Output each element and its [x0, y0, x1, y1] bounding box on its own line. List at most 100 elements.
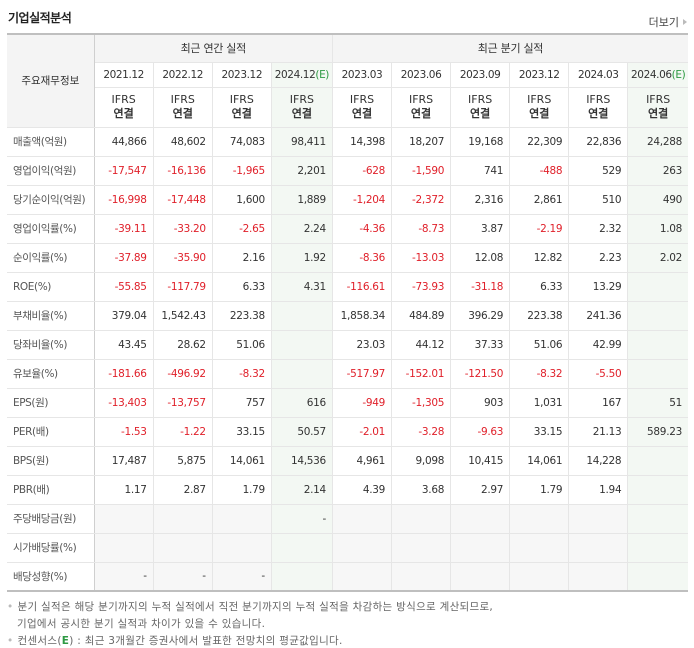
value-cell: 263: [627, 155, 688, 186]
value-cell: -13,757: [152, 387, 213, 418]
value-cell: 2.14: [270, 474, 333, 505]
value-cell: -2.19: [509, 213, 570, 244]
value-cell: 9,098: [391, 445, 452, 476]
value-cell: 43.45: [93, 329, 154, 360]
period-header: 2023.12: [211, 61, 272, 88]
standard-ifrs: IFRS: [349, 93, 375, 106]
value-cell: -31.18: [450, 271, 511, 302]
quarterly-group-header: 최근 분기 실적: [331, 33, 688, 63]
value-cell: -4.36: [331, 213, 393, 244]
standard-ifrs: IFRS: [170, 93, 195, 106]
accounting-standard: IFRS 연결: [450, 86, 511, 128]
value-cell: 33.15: [211, 416, 272, 447]
value-cell: 1,600: [211, 184, 272, 215]
value-cell: -: [93, 561, 154, 592]
value-cell: 24,288: [627, 126, 688, 157]
value-cell: 21.13: [568, 416, 629, 447]
value-cell: -9.63: [450, 416, 511, 447]
table-row: BPS(원) 17,487 5,875 14,061 14,536 4,961 9,098 1…: [7, 445, 688, 476]
table-row: 순이익률(%) -37.89 -35.90 2.16 1.92 -8.36 -13.03 12…: [7, 242, 688, 273]
value-cell: 1.08: [627, 213, 688, 244]
value-cell: 1,889: [270, 184, 333, 215]
standard-consolidated: 연결: [588, 107, 609, 120]
value-cell: -73.93: [391, 271, 452, 302]
value-cell: 1,031: [509, 387, 570, 418]
standard-consolidated: 연결: [291, 107, 313, 120]
value-cell: 10,415: [450, 445, 511, 476]
value-cell: -949: [331, 387, 393, 418]
more-label: 더보기: [648, 16, 679, 29]
value-cell: 484.89: [391, 300, 452, 331]
value-cell: 167: [568, 387, 629, 418]
value-cell: -17,448: [152, 184, 213, 215]
row-label: 당기순이익(억원): [7, 184, 95, 215]
value-cell: [211, 503, 272, 534]
row-label: 매출액(억원): [7, 126, 95, 157]
value-cell: 5,875: [152, 445, 213, 476]
value-cell: -517.97: [331, 358, 393, 389]
value-cell: -1.22: [152, 416, 213, 447]
value-cell: [568, 532, 629, 563]
value-cell: -488: [509, 155, 570, 186]
table-row: 시가배당률(%): [7, 532, 688, 563]
value-cell: -3.28: [391, 416, 452, 447]
value-cell: 2.24: [270, 213, 333, 244]
value-cell: -121.50: [450, 358, 511, 389]
value-cell: 223.38: [509, 300, 570, 331]
value-cell: -496.92: [152, 358, 213, 389]
accounting-standard: IFRS 연결: [94, 86, 154, 128]
value-cell: -16,136: [152, 155, 213, 186]
value-cell: 74,083: [211, 126, 272, 157]
value-cell: [627, 329, 688, 360]
value-cell: 1.17: [93, 474, 154, 505]
financial-table: 주요재무정보 최근 연간 실적 최근 분기 실적 2021.12 2022.12 2…: [7, 33, 688, 592]
table-row: 영업이익률(%) -39.11 -33.20 -2.65 2.24 -4.36 -8.73 3…: [7, 213, 688, 244]
value-cell: 28.62: [152, 329, 213, 360]
value-cell: 14,061: [509, 445, 570, 476]
value-cell: 14,228: [568, 445, 629, 476]
period-label: 2023.03: [341, 68, 383, 81]
period-header: 2023.12: [509, 61, 570, 88]
standard-ifrs: IFRS: [408, 93, 434, 106]
value-cell: 12.82: [509, 242, 570, 273]
standard-consolidated: 연결: [648, 107, 669, 120]
value-cell: -13,403: [93, 387, 154, 418]
value-cell: [391, 561, 452, 592]
value-cell: 1,542.43: [152, 300, 213, 331]
value-cell: [152, 503, 213, 534]
standard-ifrs: IFRS: [289, 93, 314, 106]
accounting-standard: IFRS 연결: [509, 86, 570, 128]
value-cell: 6.33: [509, 271, 570, 302]
table-row: 당기순이익(억원) -16,998 -17,448 1,600 1,889 -1,204-…: [7, 184, 688, 215]
value-cell: [627, 271, 688, 302]
period-label: 2024.12: [274, 68, 316, 81]
value-cell: [270, 358, 333, 389]
value-cell: [627, 532, 688, 563]
period-header: 2024.03: [568, 61, 629, 88]
value-cell: 51: [627, 387, 688, 418]
period-label: 2024.03: [577, 68, 619, 81]
period-header: 2021.12: [94, 61, 154, 88]
value-cell: 2,316: [450, 184, 511, 215]
value-cell: 18,207: [391, 126, 452, 157]
value-cell: 903: [450, 387, 511, 418]
value-cell: [627, 474, 688, 505]
value-cell: 2.16: [211, 242, 272, 273]
value-cell: -13.03: [391, 242, 452, 273]
value-cell: 589.23: [627, 416, 688, 447]
row-label: 당좌비율(%): [7, 329, 95, 360]
period-label: 2023.12: [221, 68, 263, 81]
accounting-standard: IFRS 연결: [270, 86, 333, 128]
value-cell: 3.87: [450, 213, 511, 244]
value-cell: [93, 532, 154, 563]
row-label: 순이익률(%): [7, 242, 95, 273]
standard-consolidated: 연결: [231, 107, 252, 120]
value-cell: 510: [568, 184, 629, 215]
table-row: EPS(원) -13,403 -13,757 757 616 -949 -1,305 903 1…: [7, 387, 688, 418]
value-cell: -116.61: [331, 271, 393, 302]
more-link[interactable]: 더보기: [649, 14, 687, 30]
table-row: 주당배당금(원) -: [7, 503, 688, 534]
value-cell: [627, 300, 688, 331]
period-header: 2023.06: [391, 61, 452, 88]
footnote-1: • 분기 실적은 해당 분기까지의 누적 실적에서 직전 분기까지의 누적 실적을…: [7, 601, 494, 613]
